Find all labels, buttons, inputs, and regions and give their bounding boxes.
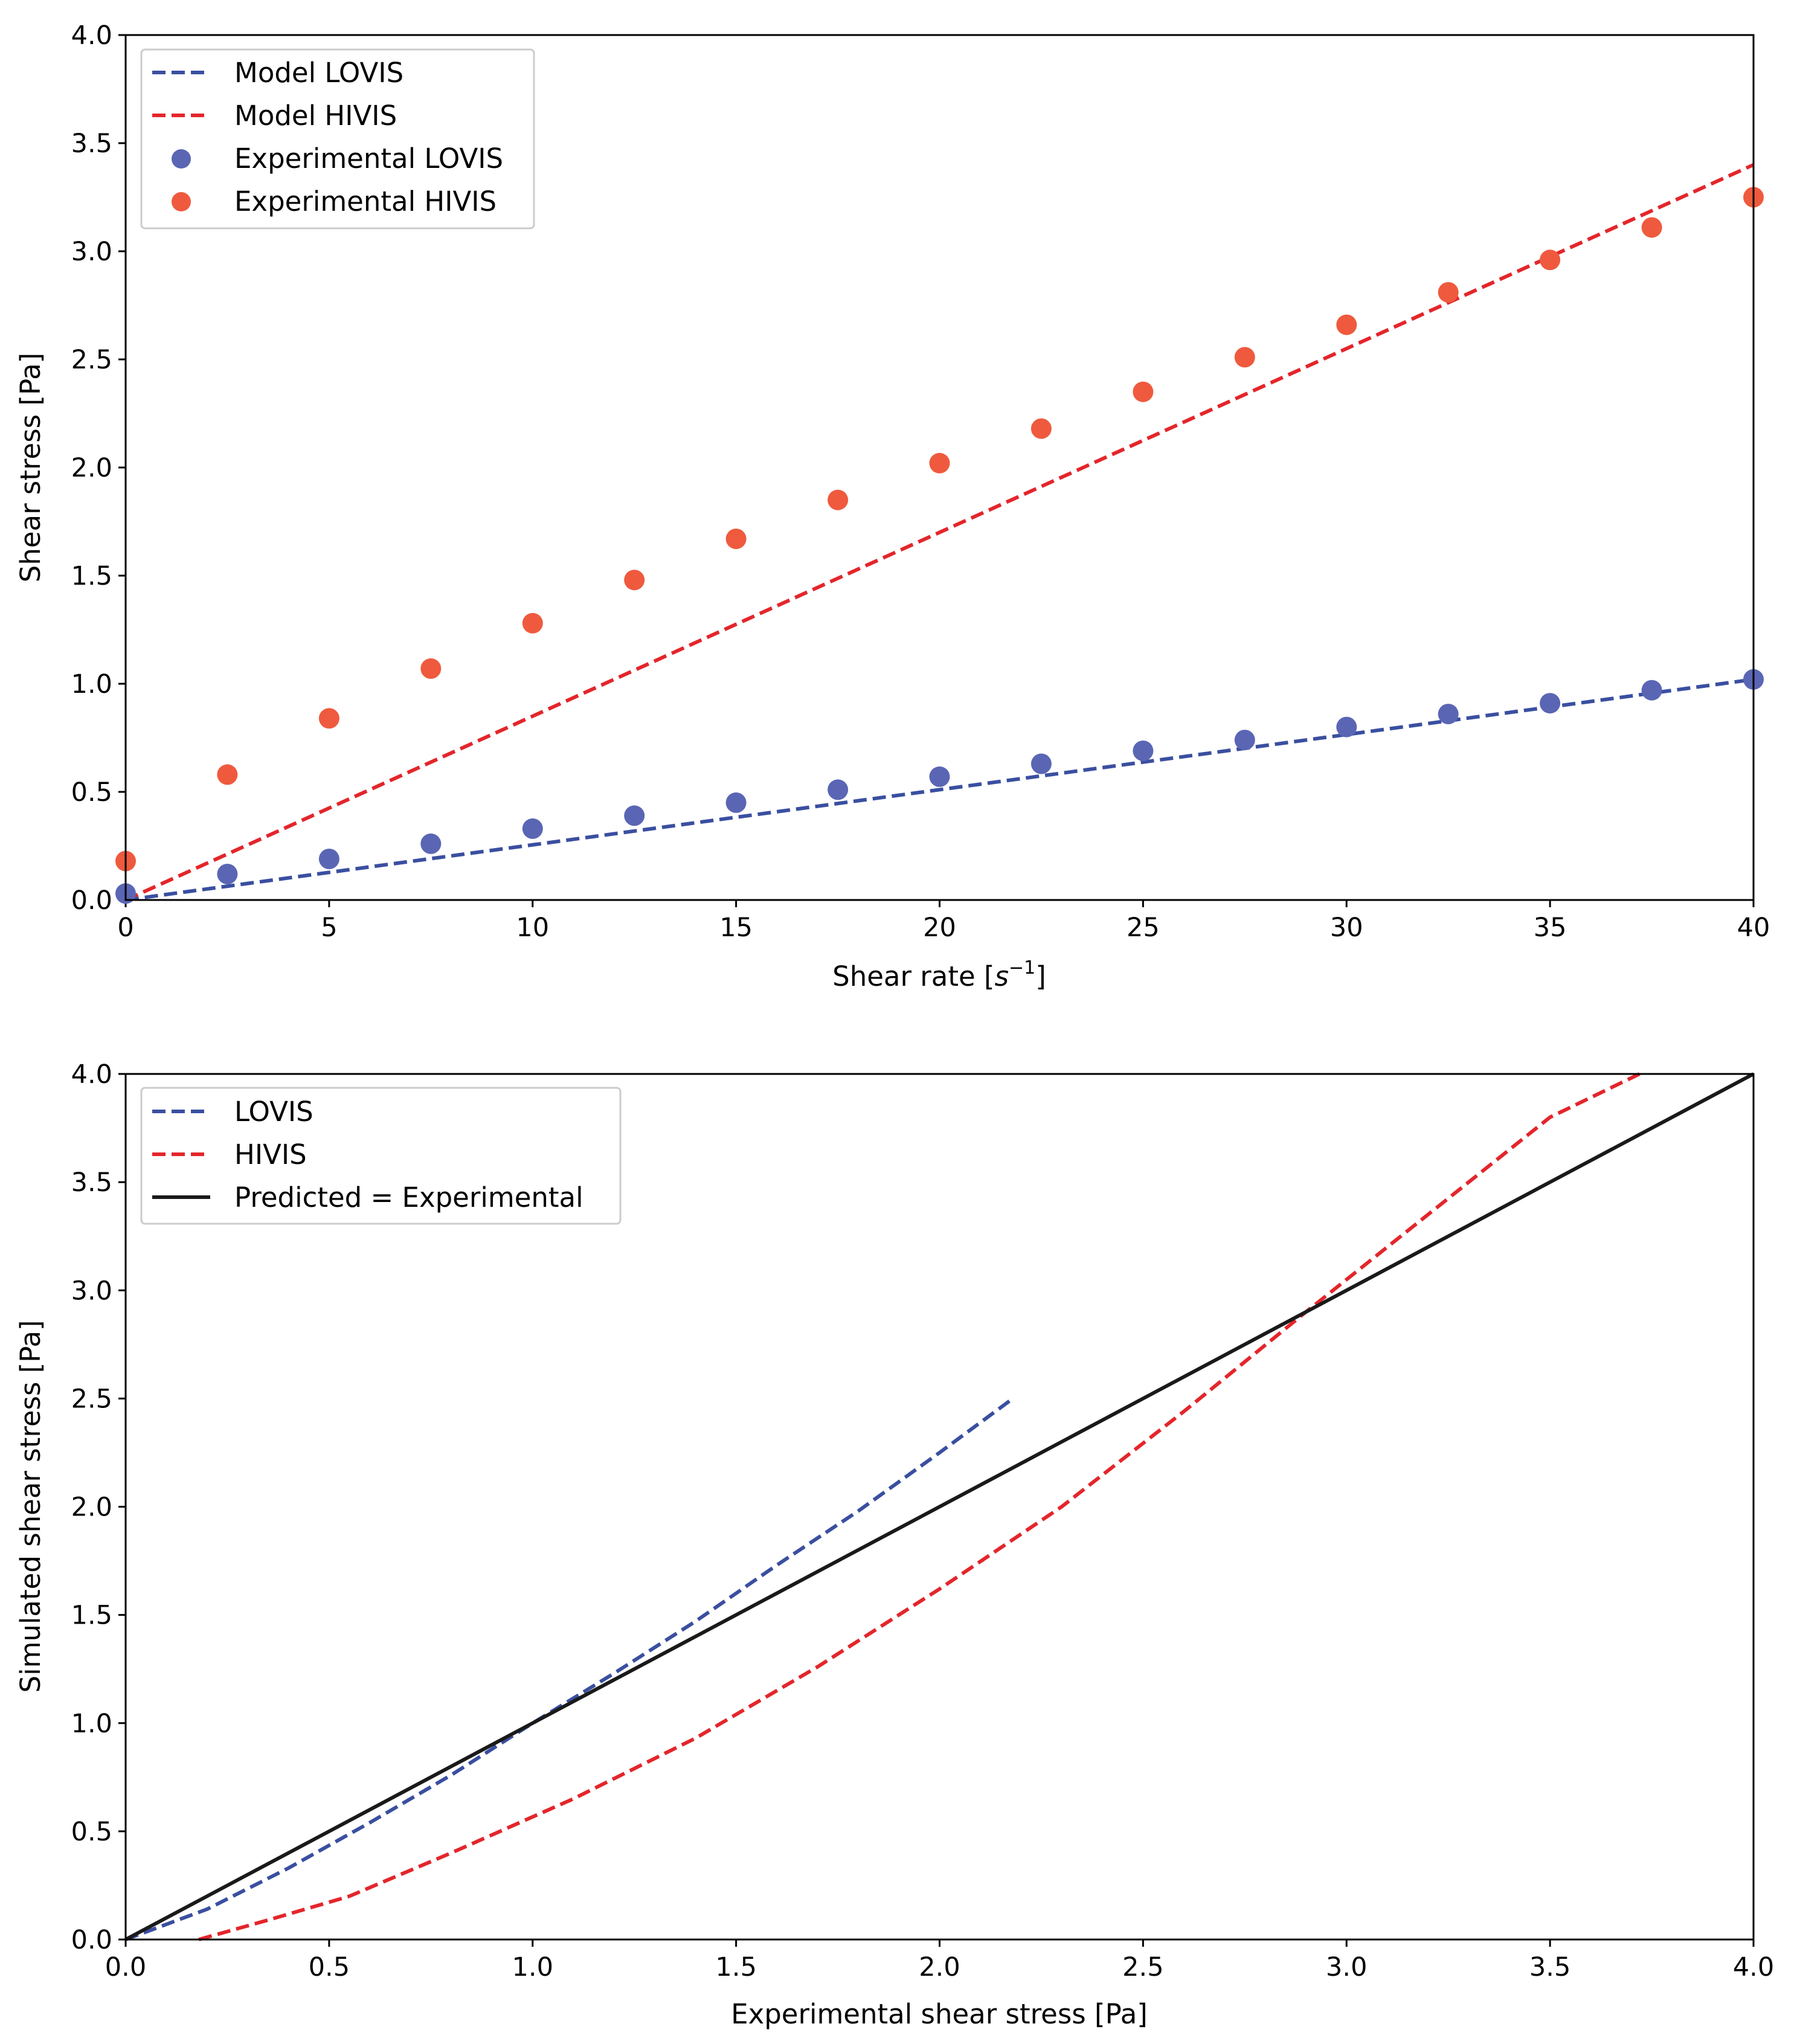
chart-1-point-experimental-hivis bbox=[1540, 249, 1561, 271]
chart-1-point-experimental-hivis bbox=[1030, 418, 1052, 439]
chart-1-y-tick-label: 3.0 bbox=[71, 237, 112, 267]
chart-1-point-experimental-hivis bbox=[420, 658, 442, 679]
chart-1-point-experimental-hivis bbox=[1234, 347, 1255, 368]
legend-lovis-label: LOVIS bbox=[234, 1096, 313, 1128]
chart-1-x-tick-label: 35 bbox=[1534, 913, 1567, 943]
chart-1-y-tick-label: 0.0 bbox=[71, 885, 112, 916]
chart-1-legend-box bbox=[140, 48, 535, 230]
chart-2-y-tick-label: 0.0 bbox=[71, 1925, 112, 1955]
chart-1-x-tick-label: 15 bbox=[719, 913, 753, 943]
chart-2-x-tick-label: 3.0 bbox=[1326, 1952, 1367, 1982]
chart-2-plot-area: 0.0 0.5 1.0 1.5 2.0 2.5 3.0 3.5 4.0 0.0 0.5 1.0 1.5 2… bbox=[71, 1059, 1775, 1982]
chart-1-point-experimental-lovis bbox=[522, 818, 543, 839]
chart-1-point-experimental-hivis bbox=[1438, 282, 1459, 303]
chart-1-x-tick-label: 25 bbox=[1127, 913, 1160, 943]
chart-2-y-tick-label: 3.5 bbox=[71, 1168, 112, 1198]
chart-2-x-tick-label: 0.0 bbox=[105, 1952, 146, 1982]
chart-2-x-tick-label: 1.5 bbox=[715, 1952, 756, 1982]
chart-2-y-tick-label: 1.0 bbox=[71, 1709, 112, 1739]
chart-1-y-tick-label: 0.5 bbox=[71, 777, 112, 808]
chart-2-legend-box bbox=[140, 1087, 622, 1225]
chart-1-point-experimental-lovis bbox=[1336, 716, 1357, 738]
chart-2: 0.0 0.5 1.0 1.5 2.0 2.5 3.0 3.5 4.0 0.0 0.5 1.0 1.5 2… bbox=[14, 1059, 1774, 2030]
chart-2-x-axis-label: Experimental shear stress [Pa] bbox=[731, 1998, 1148, 2030]
legend-exp-hivis-label: Experimental HIVIS bbox=[234, 185, 497, 217]
chart-2-x-tick-label: 2.5 bbox=[1122, 1952, 1163, 1982]
chart-1-y-tick-label: 1.5 bbox=[71, 561, 112, 591]
chart-1-y-tick-label: 3.5 bbox=[71, 129, 112, 159]
legend-model-hivis-label: Model HIVIS bbox=[234, 100, 397, 132]
chart-1-point-experimental-hivis bbox=[624, 570, 645, 591]
chart-1-point-experimental-lovis bbox=[1133, 741, 1154, 761]
chart-2-x-tick-label: 0.5 bbox=[309, 1952, 350, 1982]
chart-1-point-experimental-hivis bbox=[1133, 381, 1154, 402]
legend-exp-lovis-label: Experimental LOVIS bbox=[234, 143, 503, 175]
legend-model-lovis-label: Model LOVIS bbox=[234, 57, 403, 89]
chart-1-series-model-hivis bbox=[124, 163, 1755, 902]
legend-hivis-label: HIVIS bbox=[234, 1139, 307, 1171]
chart-1-point-experimental-hivis bbox=[318, 708, 339, 729]
chart-1-series bbox=[115, 163, 1764, 904]
chart-1-x-tick-label: 30 bbox=[1330, 913, 1363, 943]
chart-1-ticks: 0 5 10 15 20 25 30 35 40 0.0 0.5 1.0 1.5 2.0 2.5 3.0 3.5… bbox=[71, 21, 1770, 943]
chart-2-x-tick-label: 2.0 bbox=[919, 1952, 960, 1982]
chart-2-series-hivis bbox=[198, 1072, 1641, 1941]
chart-1-point-experimental-lovis bbox=[624, 805, 645, 826]
chart-1-y-tick-label: 2.0 bbox=[71, 453, 112, 483]
chart-1-x-tick-label: 40 bbox=[1737, 913, 1770, 943]
chart-1-x-axis-label: Shear rate [s−1] bbox=[832, 957, 1046, 992]
chart-2-y-tick-label: 3.0 bbox=[71, 1276, 112, 1306]
chart-1-y-axis-label: Shear stress [Pa] bbox=[14, 353, 47, 582]
chart-1-point-experimental-hivis bbox=[1336, 314, 1357, 335]
chart-2-y-tick-label: 1.5 bbox=[71, 1601, 112, 1631]
chart-2-y-tick-label: 2.5 bbox=[71, 1384, 112, 1414]
chart-1-point-experimental-lovis bbox=[828, 779, 849, 800]
chart-2-legend: LOVIS HIVIS Predicted = Experimental bbox=[140, 1087, 622, 1225]
chart-1-point-experimental-lovis bbox=[929, 766, 950, 787]
chart-1-x-tick-label: 0 bbox=[117, 913, 133, 943]
chart-1-point-experimental-lovis bbox=[318, 849, 339, 869]
chart-1-point-experimental-hivis bbox=[1641, 217, 1662, 238]
chart-1-axes-frame bbox=[124, 34, 1755, 901]
chart-1-y-tick-label: 2.5 bbox=[71, 345, 112, 375]
chart-2-x-tick-label: 1.0 bbox=[512, 1952, 553, 1982]
chart-2-y-tick-label: 2.0 bbox=[71, 1493, 112, 1523]
chart-1-point-experimental-lovis bbox=[1438, 704, 1459, 725]
chart-2-series-predicted-experimental bbox=[124, 1072, 1755, 1941]
chart-1-plot-area: 0 5 10 15 20 25 30 35 40 0.0 0.5 1.0 1.5 2.0 2.5 3.0 3.5… bbox=[71, 21, 1770, 943]
chart-1-point-experimental-lovis bbox=[420, 833, 442, 854]
chart-2-axes-frame bbox=[124, 1073, 1755, 1941]
chart-1-point-experimental-lovis bbox=[725, 792, 747, 813]
chart-1-point-experimental-hivis bbox=[828, 489, 849, 510]
chart-2-series-lovis bbox=[124, 1396, 1014, 1941]
chart-1-x-tick-label: 5 bbox=[321, 913, 337, 943]
chart-2-x-tick-label: 3.5 bbox=[1529, 1952, 1570, 1982]
chart-2-x-tick-label: 4.0 bbox=[1733, 1952, 1774, 1982]
chart-1-point-experimental-hivis bbox=[217, 764, 238, 785]
chart-1-point-experimental-hivis bbox=[522, 612, 543, 634]
chart-1-point-experimental-lovis bbox=[1540, 693, 1561, 714]
chart-1-legend: Model LOVIS Model HIVIS Experimental LOV… bbox=[140, 48, 535, 230]
chart-1-point-experimental-lovis bbox=[1641, 680, 1662, 701]
chart-1-point-experimental-lovis bbox=[217, 864, 238, 884]
legend-exp-lovis-swatch bbox=[172, 149, 191, 169]
chart-1: 0 5 10 15 20 25 30 35 40 0.0 0.5 1.0 1.5 2.0 2.5 3.0 3.5… bbox=[14, 21, 1770, 992]
chart-1-x-tick-label: 20 bbox=[923, 913, 956, 943]
chart-2-series bbox=[124, 1072, 1755, 1941]
chart-2-y-tick-label: 0.5 bbox=[71, 1817, 112, 1847]
chart-2-ticks: 0.0 0.5 1.0 1.5 2.0 2.5 3.0 3.5 4.0 0.0 0.5 1.0 1.5 2… bbox=[71, 1059, 1775, 1982]
chart-1-point-experimental-hivis bbox=[725, 529, 747, 550]
chart-1-point-experimental-hivis bbox=[929, 452, 950, 474]
chart-1-y-tick-label: 4.0 bbox=[71, 21, 112, 51]
chart-2-y-tick-label: 4.0 bbox=[71, 1059, 112, 1090]
chart-1-series-model-lovis bbox=[125, 677, 1754, 902]
legend-exp-hivis-swatch bbox=[172, 192, 191, 211]
chart-1-y-tick-label: 1.0 bbox=[71, 669, 112, 699]
chart-1-point-experimental-lovis bbox=[1030, 753, 1052, 774]
chart-2-y-axis-label: Simulated shear stress [Pa] bbox=[14, 1320, 47, 1692]
legend-identity-label: Predicted = Experimental bbox=[234, 1181, 583, 1213]
chart-1-point-experimental-lovis bbox=[1234, 730, 1255, 751]
chart-1-x-tick-label: 10 bbox=[516, 913, 549, 943]
